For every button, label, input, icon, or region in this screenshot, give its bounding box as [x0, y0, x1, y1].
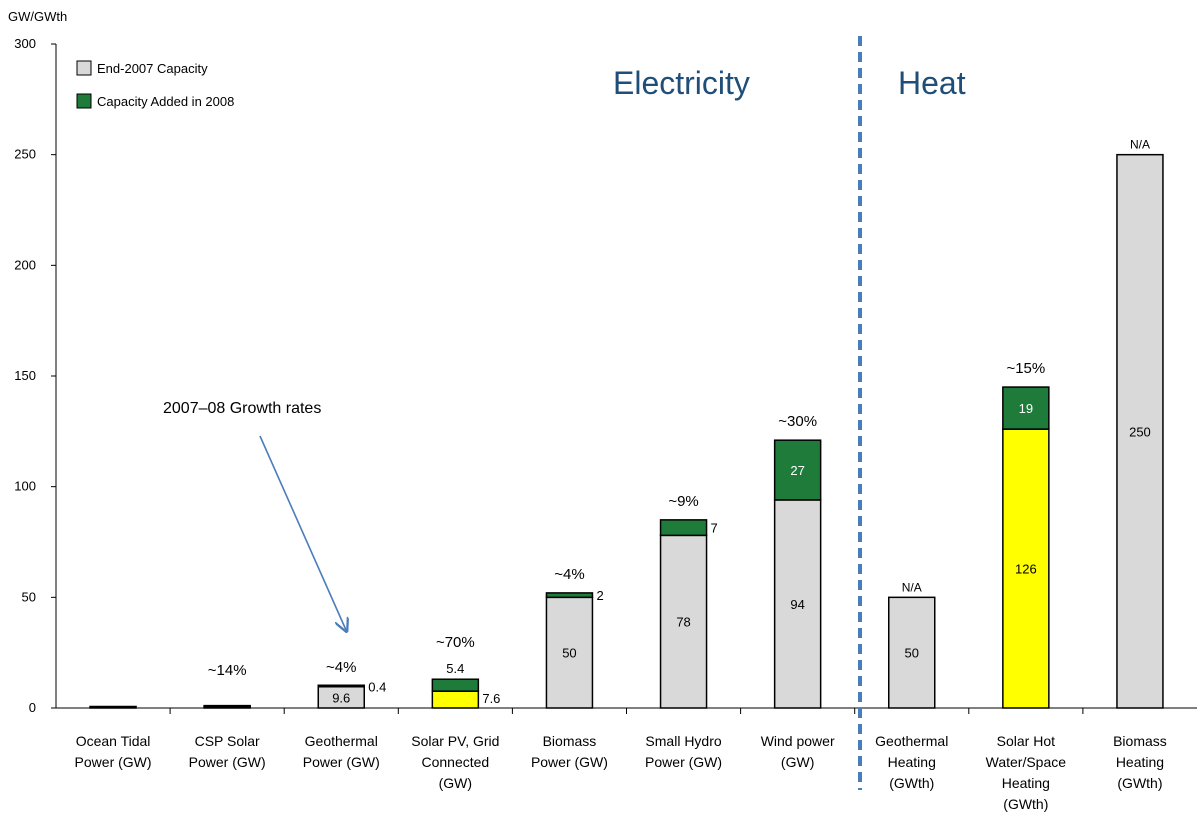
legend-label-added-2008: Capacity Added in 2008 [97, 94, 234, 109]
section-title-heat: Heat [898, 65, 966, 101]
bar-end-2007 [89, 705, 137, 709]
bar-end-2007 [1116, 153, 1164, 709]
bar-added-2008 [773, 439, 822, 501]
y-tick-label: 50 [22, 589, 36, 604]
category-label: Biomass Heating (GWth) [1113, 733, 1167, 791]
legend-swatch-end-2007 [76, 60, 92, 76]
bar-labels: ~14% 9.6 0.4 ~4% 7.6 5.4 ~70% 50 2 ~4% 78 7 ~9% 94 27 ~… [208, 138, 1151, 707]
bar-value-label: 0.4 [368, 679, 386, 694]
category-label: Ocean Tidal Power (GW) [75, 733, 152, 770]
bar-added-2008 [545, 592, 594, 599]
category-label: Small Hydro Power (GW) [645, 733, 722, 770]
bar-end-2007 [888, 596, 936, 709]
category-label: CSP Solar Power (GW) [189, 733, 266, 770]
category-label: Geothermal Power (GW) [303, 733, 380, 770]
bar-value-label: 126 [1015, 562, 1037, 577]
category-labels: Ocean Tidal Power (GW) CSP Solar Power (GW)… [75, 733, 1167, 812]
category-label: Solar Hot Water/Space Heating (GWth) [986, 733, 1067, 812]
y-ticks: 0 50 100 150 200 250 300 [14, 36, 56, 715]
legend: End-2007 Capacity Capacity Added in 2008 [76, 60, 234, 109]
y-tick-label: 300 [14, 36, 36, 51]
growth-rate-label: ~4% [554, 566, 584, 583]
bar-value-label: 5.4 [446, 661, 464, 676]
y-tick-label: 150 [14, 368, 36, 383]
legend-label-end-2007: End-2007 Capacity [97, 61, 208, 76]
bar-value-label: 7.6 [482, 691, 500, 706]
na-label: N/A [1130, 138, 1150, 152]
bar-added-2008 [1002, 386, 1050, 430]
bar-value-label: 9.6 [332, 690, 350, 705]
bar-value-label: 78 [676, 615, 690, 630]
growth-rates-arrow [259, 435, 346, 630]
section-title-electricity: Electricity [613, 65, 750, 101]
bar-value-label: 94 [790, 597, 804, 612]
bars [89, 153, 1164, 709]
na-label: N/A [902, 580, 922, 594]
bar-end-2007 [431, 690, 480, 709]
category-label: Solar PV, Grid Connected (GW) [411, 733, 499, 791]
bar-value-label: 2 [596, 588, 603, 603]
category-label: Biomass Power (GW) [531, 733, 608, 770]
bar-value-label: 7 [711, 521, 718, 536]
growth-rate-label: ~70% [436, 634, 475, 651]
category-label: Geothermal Heating (GWth) [875, 733, 948, 791]
y-tick-label: 250 [14, 147, 36, 162]
growth-rate-label: ~9% [668, 493, 698, 510]
y-tick-label: 100 [14, 479, 36, 494]
bar-value-label: 27 [790, 463, 804, 478]
bar-end-2007 [545, 596, 594, 709]
bar-end-2007 [773, 499, 822, 709]
bar-added-2008 [659, 519, 708, 537]
bar-value-label: 50 [562, 646, 576, 661]
bar-value-label: 19 [1019, 401, 1033, 416]
growth-rate-label: ~4% [326, 659, 356, 676]
legend-swatch-added-2008 [76, 93, 92, 109]
growth-rate-label: ~15% [1006, 360, 1045, 377]
bar-value-label: 250 [1129, 424, 1151, 439]
y-tick-label: 0 [29, 700, 36, 715]
growth-rates-annotation: 2007–08 Growth rates [163, 400, 321, 417]
bar-end-2007 [659, 534, 708, 709]
y-tick-label: 200 [14, 257, 36, 272]
category-label: Wind power (GW) [761, 733, 835, 770]
y-axis-label: GW/GWth [8, 9, 67, 24]
growth-rate-label: ~14% [208, 662, 247, 679]
bar-added-2008 [431, 678, 480, 692]
growth-rate-label: ~30% [778, 413, 817, 430]
bar-added-2008 [203, 704, 251, 708]
bar-end-2007 [1002, 428, 1050, 709]
bar-value-label: 50 [905, 646, 919, 661]
x-ticks [169, 708, 1084, 714]
bar-added-2008 [317, 684, 365, 688]
